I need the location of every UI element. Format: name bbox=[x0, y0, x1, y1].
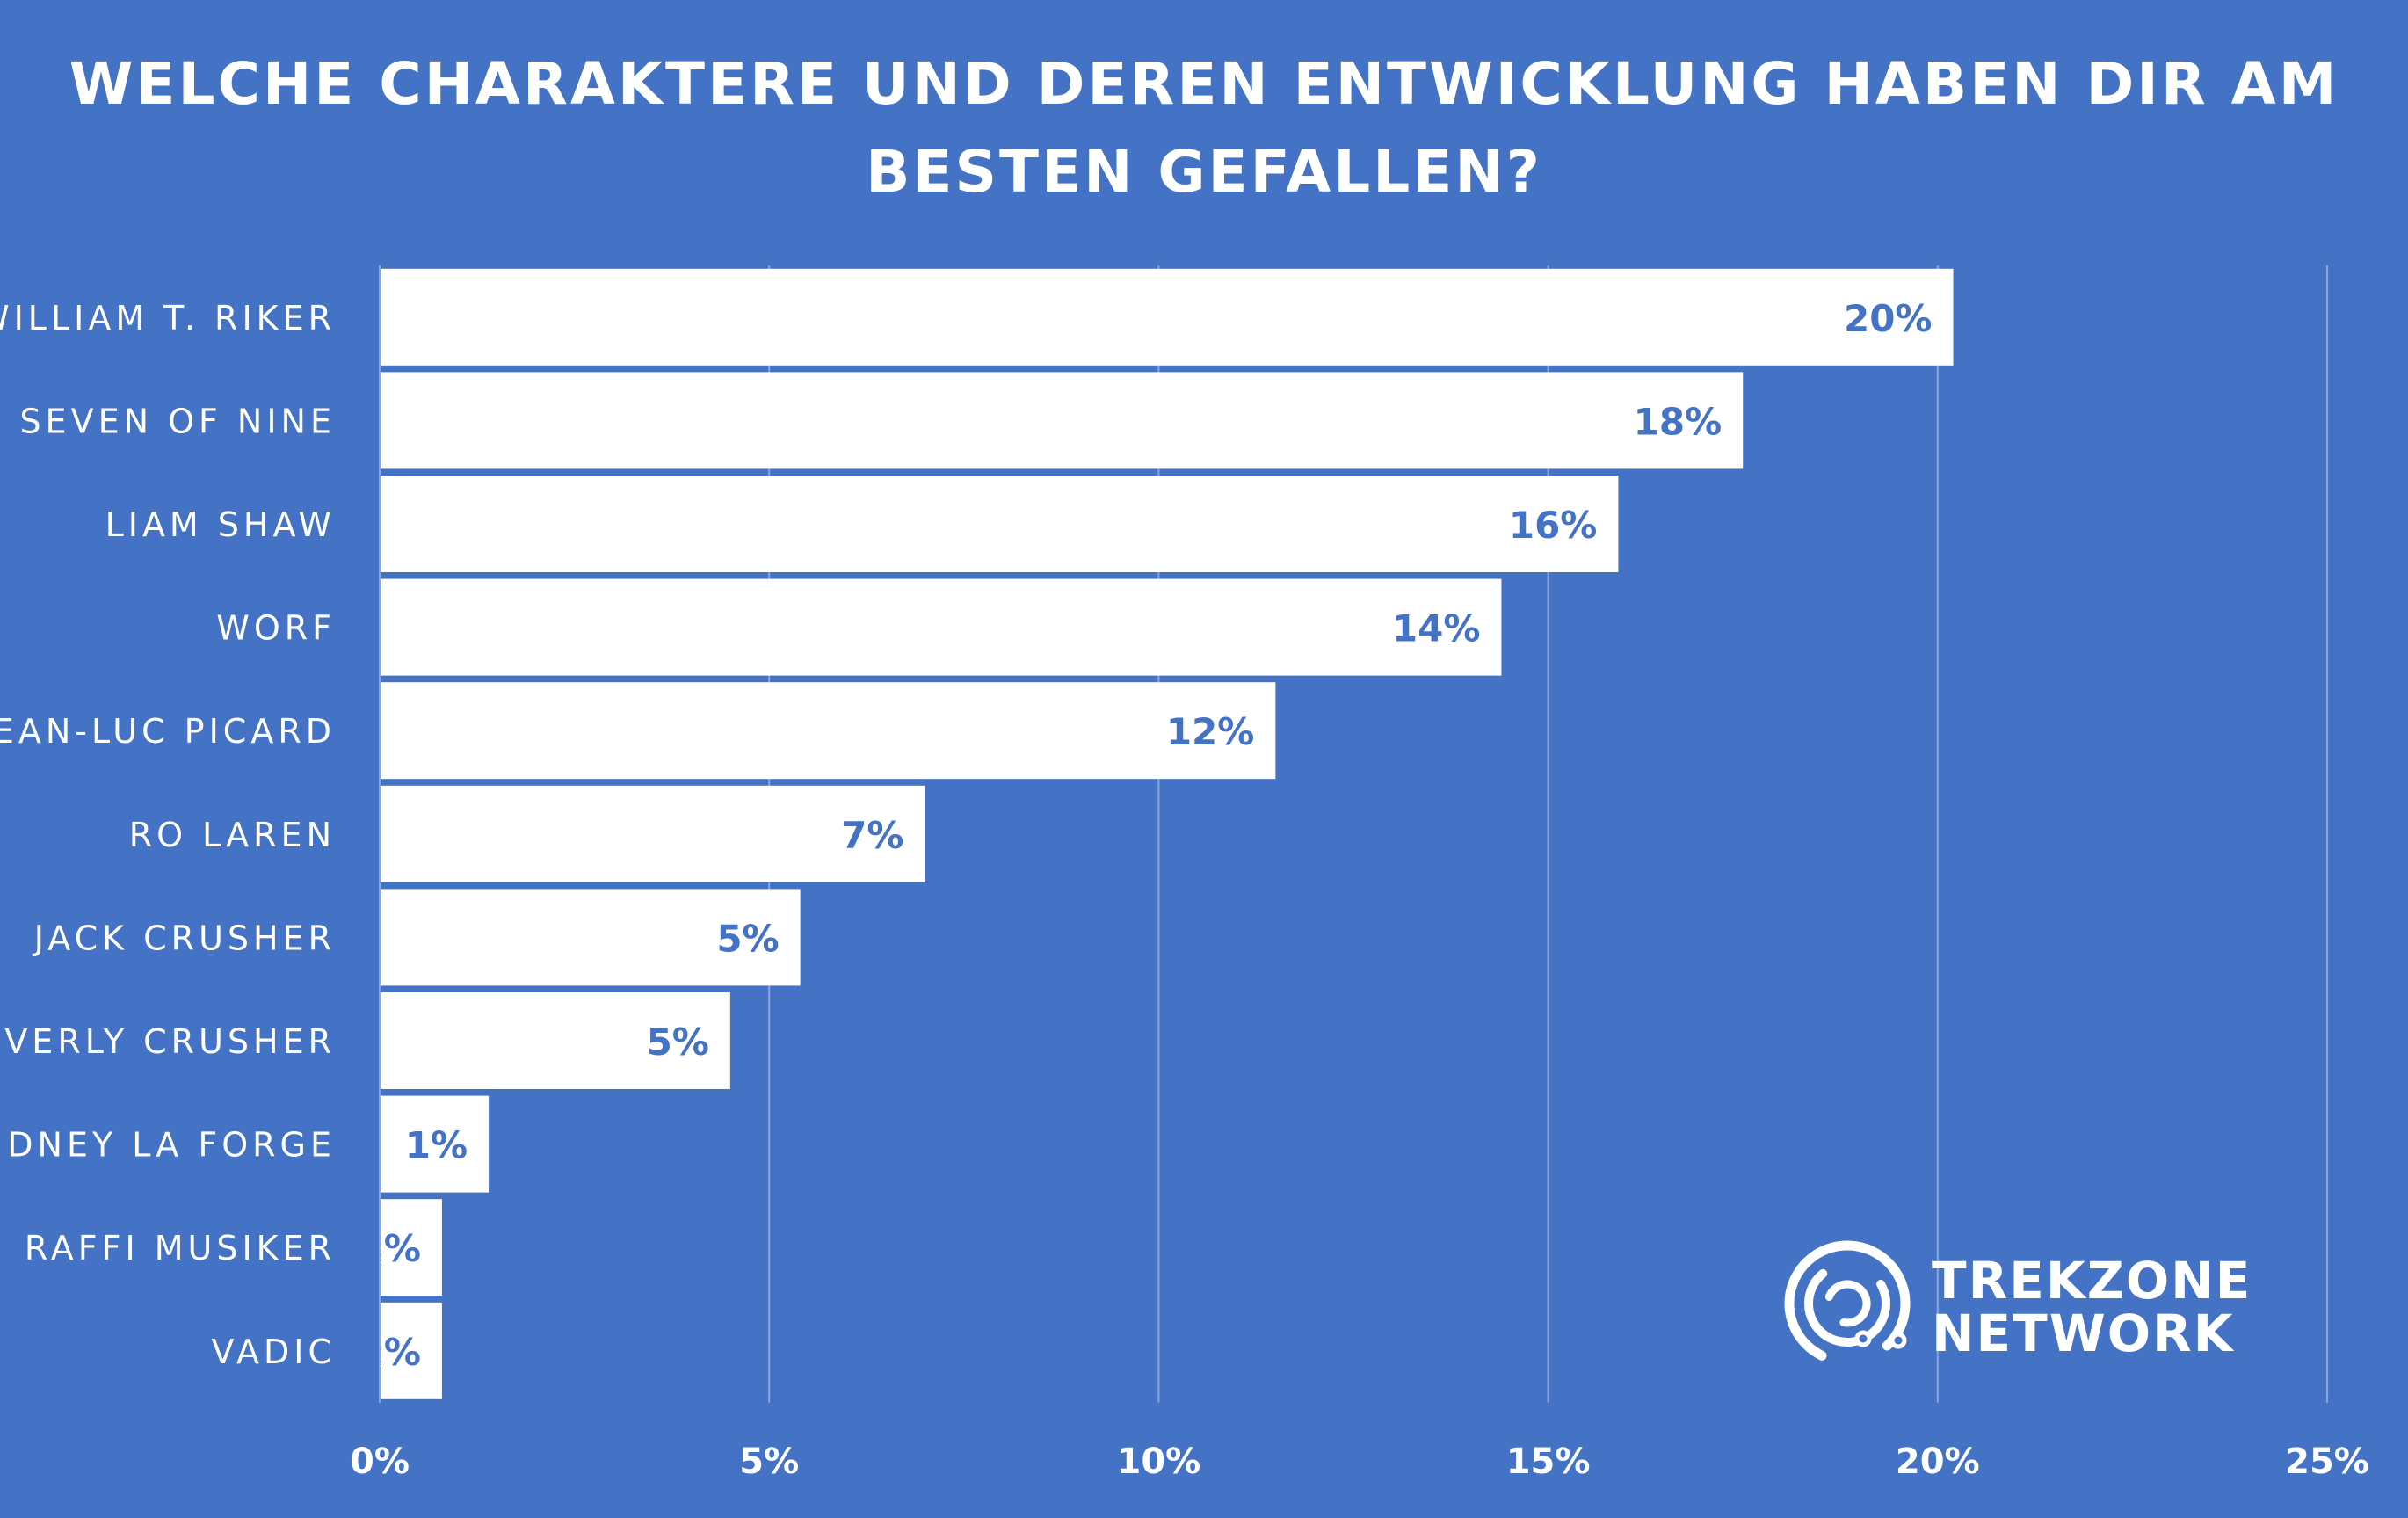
data-label-4: 12% bbox=[1166, 710, 1255, 753]
bar-5 bbox=[380, 785, 925, 882]
bar-4 bbox=[380, 682, 1276, 780]
x-tick-label-4: 20% bbox=[1896, 1442, 1980, 1482]
category-label-7: BEVERLY CRUSHER bbox=[0, 1022, 336, 1061]
category-label-2: LIAM SHAW bbox=[105, 505, 336, 544]
bar-1 bbox=[380, 372, 1744, 469]
category-label-0: WILLIAM T. RIKER bbox=[0, 299, 336, 338]
bar-7 bbox=[380, 992, 730, 1089]
spiral-logo-icon bbox=[1784, 1240, 1911, 1367]
x-tick-label-1: 5% bbox=[739, 1442, 799, 1482]
data-label-2: 16% bbox=[1509, 504, 1598, 547]
data-label-6: 5% bbox=[716, 917, 779, 960]
x-tick-label-5: 25% bbox=[2285, 1442, 2369, 1482]
bar-0 bbox=[380, 268, 1954, 366]
data-label-7: 5% bbox=[647, 1020, 709, 1064]
category-label-8: SIDNEY LA FORGE bbox=[0, 1126, 336, 1165]
chart-title-line-1: WELCHE CHARAKTERE UND DEREN ENTWICKLUNG … bbox=[69, 50, 2339, 118]
data-label-5: 7% bbox=[841, 814, 903, 857]
category-label-4: JEAN-LUC PICARD bbox=[0, 712, 336, 751]
chart-title: WELCHE CHARAKTERE UND DEREN ENTWICKLUNG … bbox=[69, 50, 2339, 206]
x-tick-label-0: 0% bbox=[350, 1442, 410, 1482]
category-label-10: VADIC bbox=[211, 1333, 336, 1371]
category-label-1: SEVEN OF NINE bbox=[19, 402, 336, 440]
trekzone-logo: TREKZONE NETWORK bbox=[1775, 1235, 2320, 1376]
category-label-6: JACK CRUSHER bbox=[33, 919, 336, 957]
data-label-8: 1% bbox=[405, 1124, 468, 1167]
data-label-1: 18% bbox=[1634, 400, 1723, 443]
x-axis-ticks: 0% 5% 10% 15% 20% 25% bbox=[350, 1442, 2369, 1482]
bar-3 bbox=[380, 578, 1502, 676]
logo-line1: TREKZONE bbox=[1932, 1251, 2252, 1311]
bar-2 bbox=[380, 476, 1619, 572]
chart-title-line-2: BESTEN GEFALLEN? bbox=[866, 138, 1542, 206]
bars: 20% 18% 16% 14% 12% 7% 5% 5% 1% 1% 1% bbox=[359, 265, 1954, 1403]
category-label-3: WORF bbox=[216, 609, 336, 648]
data-label-0: 20% bbox=[1844, 297, 1933, 340]
data-label-10: 1% bbox=[359, 1331, 421, 1374]
x-tick-label-3: 15% bbox=[1506, 1442, 1591, 1482]
bar-9 bbox=[380, 1199, 442, 1296]
data-label-9: 1% bbox=[359, 1227, 421, 1270]
bar-8 bbox=[380, 1095, 490, 1193]
bar-10 bbox=[380, 1302, 442, 1399]
bar-6 bbox=[380, 889, 801, 986]
category-labels: WILLIAM T. RIKER SEVEN OF NINE LIAM SHAW WO… bbox=[0, 299, 336, 1371]
data-label-3: 14% bbox=[1392, 607, 1481, 650]
category-label-9: RAFFI MUSIKER bbox=[25, 1229, 336, 1267]
logo-line2: NETWORK bbox=[1932, 1304, 2235, 1363]
category-label-5: RO LAREN bbox=[129, 816, 336, 854]
x-tick-label-2: 10% bbox=[1117, 1442, 1201, 1482]
